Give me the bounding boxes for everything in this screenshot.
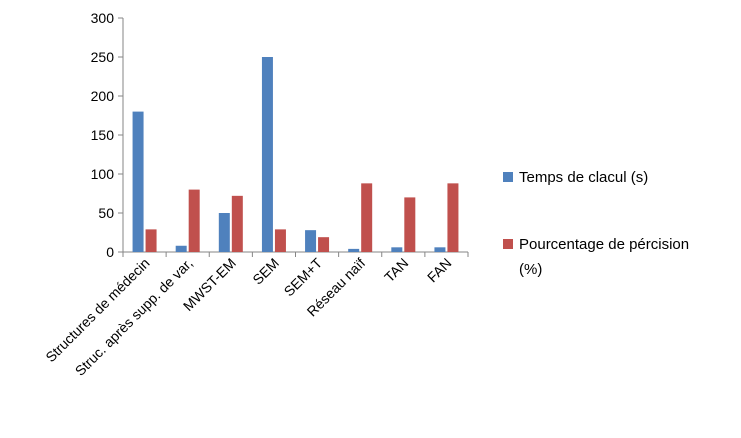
y-tick-label: 50: [98, 205, 114, 221]
bar-series-1: [175, 245, 187, 252]
bar-series-2: [145, 229, 157, 252]
x-category-label: SEM: [249, 255, 282, 288]
y-tick-label: 300: [91, 10, 115, 26]
legend-swatch-series-2: [503, 239, 513, 249]
legend-label-series-2-line2: (%): [519, 261, 542, 278]
bar-series-1: [132, 111, 144, 252]
tick-labels: 0 50 100 150 200 250 300: [91, 10, 115, 260]
y-tick-label: 150: [91, 127, 115, 143]
bar-series-1: [218, 213, 230, 252]
bar-series-1: [305, 230, 317, 252]
y-tick-label: 200: [91, 88, 115, 104]
y-tick-label: 0: [106, 244, 114, 260]
bar-series-2: [447, 183, 459, 252]
x-category-label: FAN: [424, 255, 455, 286]
bar-series-2: [188, 189, 200, 252]
bar-series-1: [391, 247, 403, 252]
legend-label-series-1: Temps de clacul (s): [519, 169, 648, 186]
legend-swatch-series-1: [503, 172, 513, 182]
bar-series-2: [231, 195, 243, 252]
bar-series-2: [274, 229, 286, 252]
bar-series-1: [434, 247, 446, 252]
bar-series-1: [261, 57, 273, 252]
axes: [118, 17, 469, 257]
bars: [132, 57, 459, 252]
bar-series-2: [404, 197, 416, 252]
bar-series-1: [348, 248, 360, 252]
legend: Temps de clacul (s) Pourcentage de pérci…: [503, 169, 689, 278]
x-category-label: TAN: [381, 255, 411, 285]
bar-series-2: [361, 183, 373, 252]
y-tick-label: 100: [91, 166, 115, 182]
legend-label-series-2: Pourcentage de pércision: [519, 236, 689, 253]
y-tick-label: 250: [91, 49, 115, 65]
bar-series-2: [318, 237, 330, 252]
